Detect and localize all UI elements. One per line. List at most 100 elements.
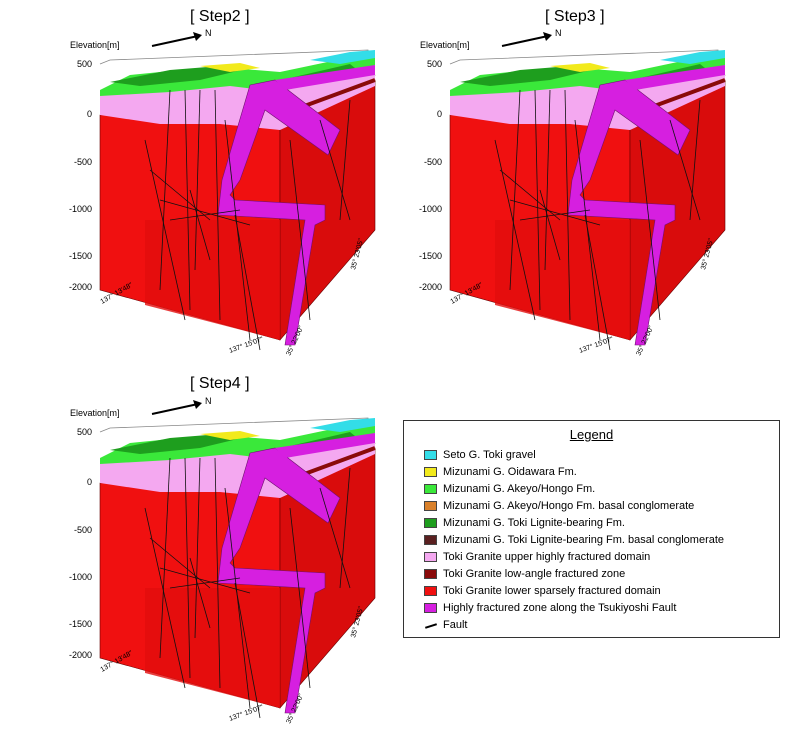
elevation-tick: -500 bbox=[74, 525, 92, 535]
fault-line bbox=[194, 89, 201, 271]
fault-line bbox=[159, 89, 171, 291]
fault-line bbox=[214, 457, 221, 689]
legend-swatch bbox=[424, 535, 437, 546]
lignite-layer bbox=[110, 66, 250, 86]
legend-label: Toki Granite upper highly fractured doma… bbox=[443, 551, 651, 563]
fault-line bbox=[234, 582, 261, 719]
elevation-tick: -1000 bbox=[69, 204, 92, 214]
legend-label: Mizunami G. Toki Lignite-bearing Fm. bas… bbox=[443, 534, 725, 546]
elevation-tick: -500 bbox=[424, 157, 442, 167]
lignite-layer bbox=[110, 434, 250, 454]
upper-fractured-layer bbox=[100, 450, 280, 498]
elevation-tick: -1500 bbox=[69, 251, 92, 261]
elevation-tick: -2000 bbox=[69, 650, 92, 660]
legend-item: Seto G. Toki gravel bbox=[424, 448, 536, 462]
legend-label: Highly fractured zone along the Tsukiyos… bbox=[443, 602, 677, 614]
fault-line bbox=[149, 169, 211, 221]
legend-swatch bbox=[424, 501, 437, 512]
tsukiyoshi-fault-zone bbox=[567, 79, 691, 346]
fault-line bbox=[509, 199, 601, 226]
elevation-tick: -2000 bbox=[419, 282, 442, 292]
legend-swatch bbox=[424, 569, 437, 580]
elevation-tick: -1500 bbox=[419, 251, 442, 261]
north-arrowhead-icon bbox=[193, 32, 202, 41]
legend-swatch bbox=[424, 552, 437, 563]
fault-line bbox=[169, 209, 241, 221]
akeyo-layer bbox=[450, 52, 725, 96]
fault-line bbox=[319, 487, 351, 589]
fault-line bbox=[544, 89, 551, 271]
legend-title: Legend bbox=[569, 427, 614, 442]
tsukiyoshi-fault-top bbox=[275, 433, 375, 458]
legend-fault-label: Fault bbox=[443, 619, 468, 631]
legend-label: Mizunami G. Akeyo/Hongo Fm. basal conglo… bbox=[443, 500, 695, 512]
legend-swatch bbox=[424, 450, 437, 461]
north-arrowhead-icon bbox=[193, 400, 202, 409]
fault-line bbox=[144, 139, 186, 321]
lower-block-shade bbox=[145, 220, 280, 340]
elevation-label: Elevation[m] bbox=[70, 40, 120, 50]
elevation-tick: 0 bbox=[87, 109, 92, 119]
north-label: N bbox=[555, 28, 562, 38]
gravel-layer bbox=[310, 418, 375, 432]
step4-title: [ Step4 ] bbox=[190, 375, 250, 392]
fault-line bbox=[289, 507, 311, 689]
elevation-tick: -2000 bbox=[69, 282, 92, 292]
legend-swatch bbox=[424, 586, 437, 597]
elevation-label: Elevation[m] bbox=[70, 408, 120, 418]
fault-line bbox=[669, 119, 701, 221]
gravel-layer bbox=[660, 50, 725, 64]
fault-line bbox=[189, 189, 211, 261]
legend-item: Mizunami G. Oidawara Fm. bbox=[424, 465, 577, 479]
fault-line bbox=[184, 457, 191, 679]
upper-fractured-layer bbox=[100, 82, 280, 130]
north-arrow-icon bbox=[151, 403, 199, 415]
fault-line bbox=[149, 537, 211, 589]
legend-label: Mizunami G. Akeyo/Hongo Fm. bbox=[443, 483, 596, 495]
fault-line bbox=[159, 567, 251, 594]
fault-line bbox=[534, 89, 541, 311]
north-arrow-icon bbox=[151, 35, 199, 47]
north-label: N bbox=[205, 28, 212, 38]
elevation-tick: 0 bbox=[87, 477, 92, 487]
legend-swatch bbox=[424, 603, 437, 614]
fault-line bbox=[339, 467, 351, 589]
fault-line bbox=[159, 457, 171, 659]
fault-line bbox=[639, 139, 661, 321]
legend-item: Mizunami G. Akeyo/Hongo Fm. bbox=[424, 482, 595, 496]
north-arrow-icon bbox=[501, 35, 549, 47]
legend-item: Toki Granite lower sparsely fractured do… bbox=[424, 584, 661, 598]
legend-swatch bbox=[424, 467, 437, 478]
fault-line bbox=[519, 209, 591, 221]
elevation-tick: 500 bbox=[77, 59, 92, 69]
legend-item-fault: Fault bbox=[424, 618, 467, 632]
lower-block-shade bbox=[495, 220, 630, 340]
elevation-tick: -1500 bbox=[69, 619, 92, 629]
fault-line bbox=[319, 119, 351, 221]
legend-item: Toki Granite low-angle fractured zone bbox=[424, 567, 625, 581]
elevation-tick: -1000 bbox=[419, 204, 442, 214]
legend-item: Mizunami G. Akeyo/Hongo Fm. basal conglo… bbox=[424, 499, 694, 513]
fault-line bbox=[339, 99, 351, 221]
legend-label: Toki Granite low-angle fractured zone bbox=[443, 568, 626, 580]
fault-line bbox=[169, 577, 241, 589]
lower-block-shade bbox=[145, 588, 280, 708]
step3-title: [ Step3 ] bbox=[545, 8, 605, 25]
akeyo-layer bbox=[100, 420, 375, 464]
fault-line bbox=[499, 169, 561, 221]
north-arrowhead-icon bbox=[543, 32, 552, 41]
fault-line bbox=[184, 89, 191, 311]
elevation-tick: 500 bbox=[77, 427, 92, 437]
north-label: N bbox=[205, 396, 212, 406]
legend-label: Toki Granite lower sparsely fractured do… bbox=[443, 585, 661, 597]
legend-label: Mizunami G. Oidawara Fm. bbox=[443, 466, 577, 478]
elevation-tick: -1000 bbox=[69, 572, 92, 582]
oidawara-layer bbox=[200, 431, 260, 440]
fault-line bbox=[539, 189, 561, 261]
oidawara-layer bbox=[550, 63, 610, 72]
fault-line bbox=[159, 199, 251, 226]
fault-line bbox=[584, 214, 611, 351]
